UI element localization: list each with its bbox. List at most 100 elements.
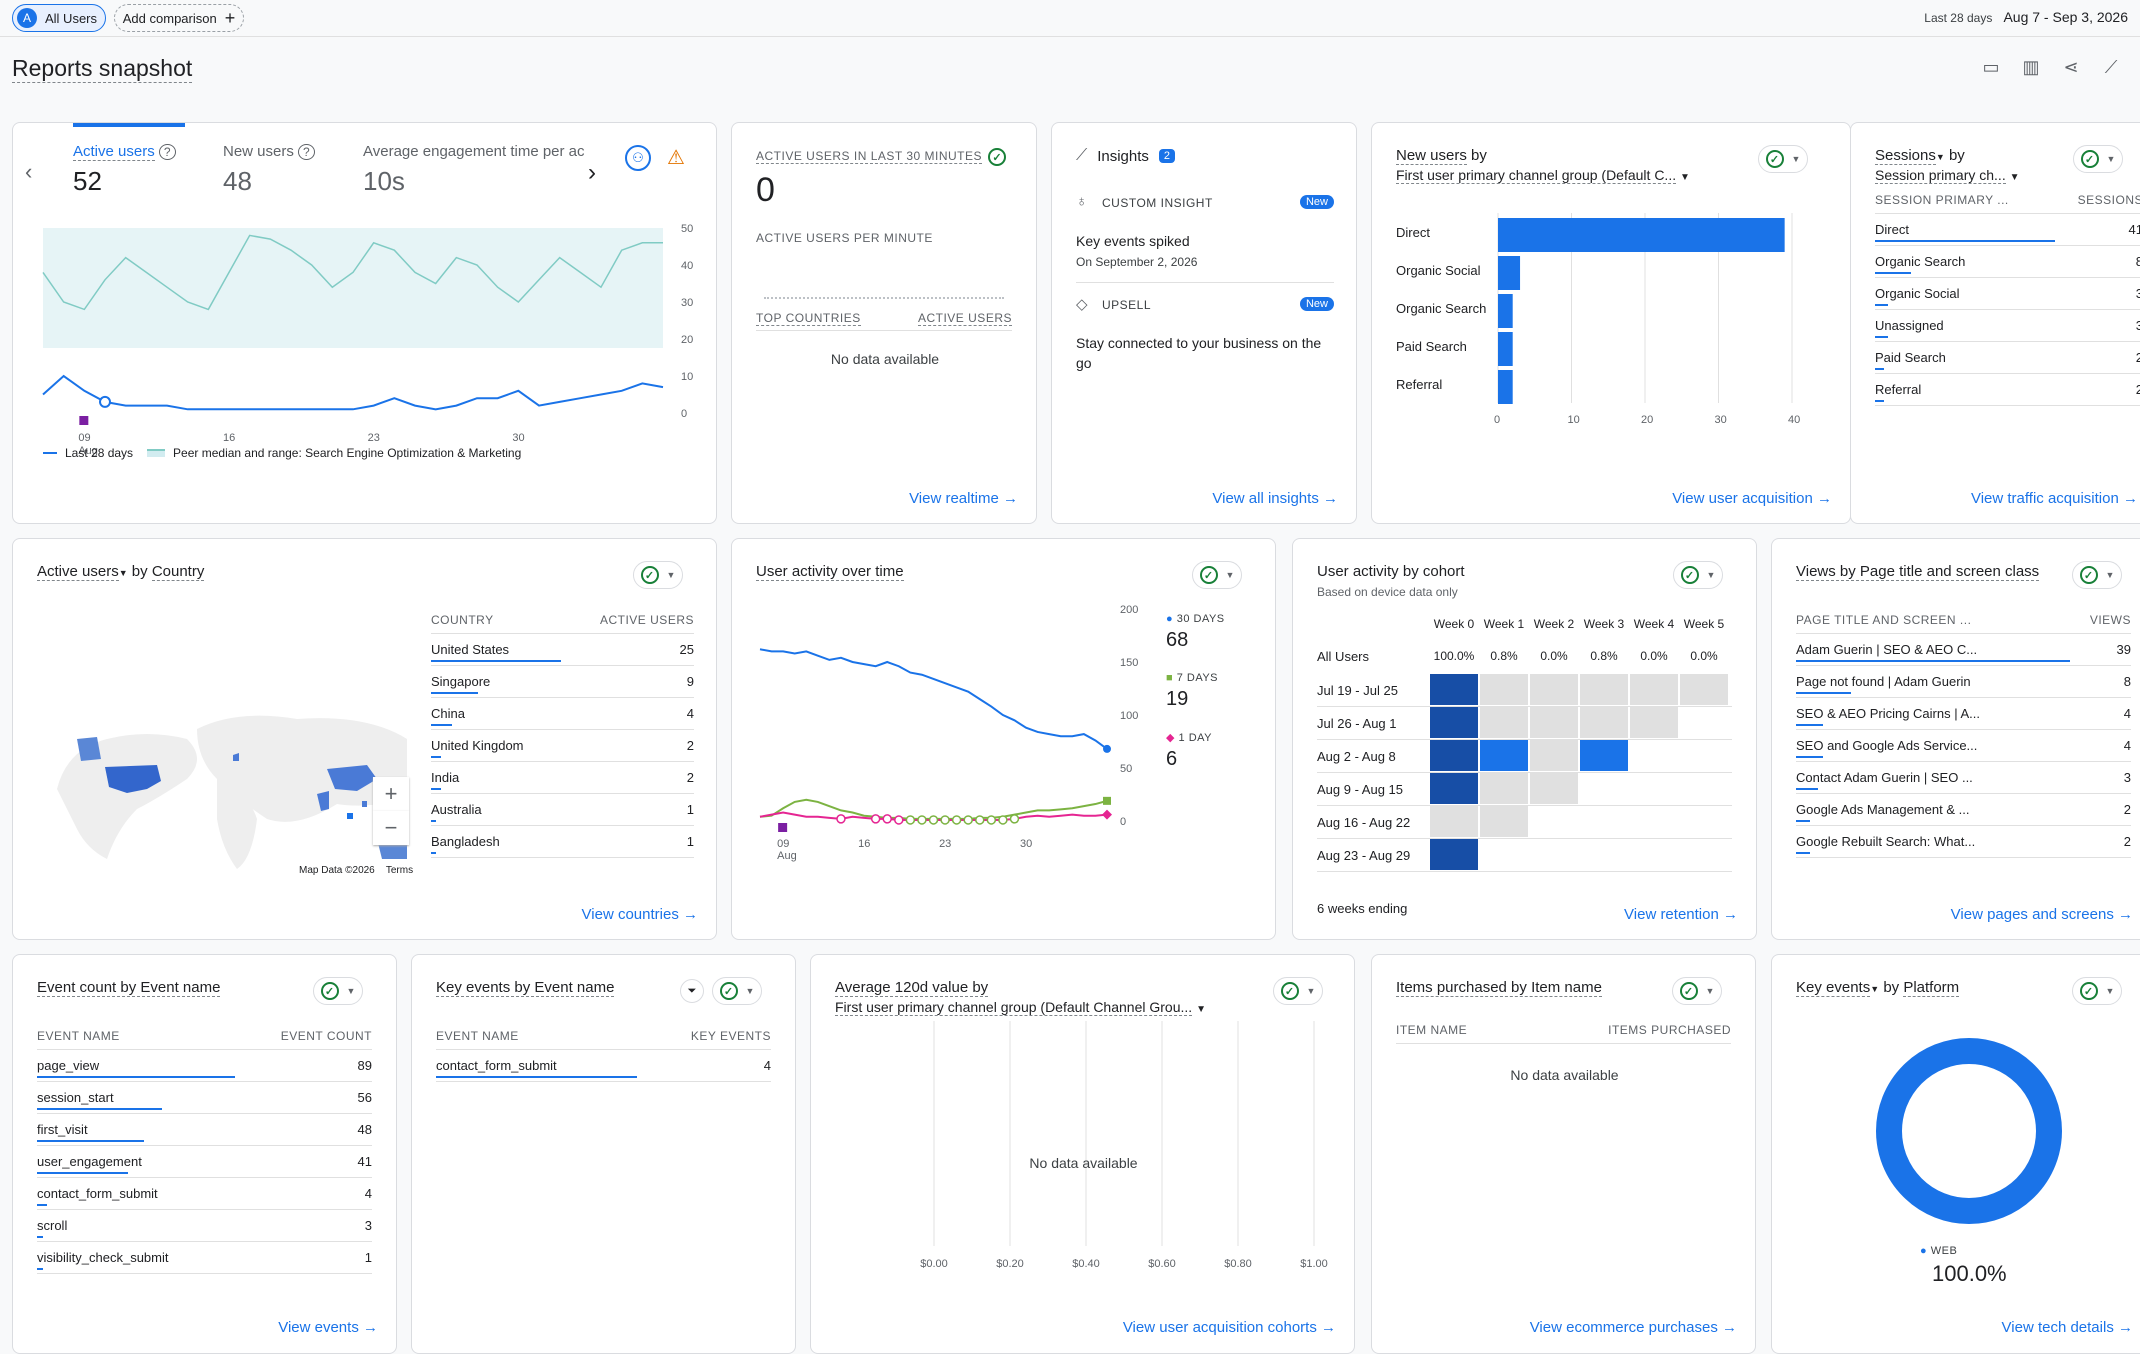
cohort-cell[interactable] xyxy=(1480,674,1528,705)
map-united-kingdom[interactable] xyxy=(233,753,239,761)
table-row[interactable]: Page not found | Adam Guerin 8 xyxy=(1796,665,2131,698)
chevron-right-icon[interactable]: › xyxy=(588,159,596,186)
view-retention-link[interactable]: View retention → xyxy=(1624,906,1738,923)
table-row[interactable]: Adam Guerin | SEO & AEO C... 39 xyxy=(1796,633,2131,666)
card-title[interactable]: User activity over time xyxy=(756,563,904,581)
date-range-picker[interactable]: Last 28 days Aug 7 - Sep 3, 2026 xyxy=(1924,9,2128,25)
view-traffic-acquisition-link[interactable]: View traffic acquisition → xyxy=(1971,490,2138,507)
map-bangladesh[interactable] xyxy=(362,801,367,807)
view-pages-link[interactable]: View pages and screens → xyxy=(1951,906,2133,923)
bar[interactable] xyxy=(1498,256,1521,290)
legend-item[interactable]: ◆ 1 DAY 6 xyxy=(1166,731,1225,771)
table-row[interactable]: Paid Search2 xyxy=(1875,341,2140,374)
cohort-cell[interactable] xyxy=(1480,806,1528,837)
cohort-cell[interactable] xyxy=(1430,806,1478,837)
table-row[interactable]: Australia 1 xyxy=(431,793,694,826)
card-menu-button[interactable]: ✓ ▼ xyxy=(1758,145,1808,173)
card-title[interactable]: Items purchased by Item name xyxy=(1396,979,1602,997)
view-tech-details-link[interactable]: View tech details → xyxy=(2002,1319,2133,1336)
title-metric[interactable]: New users xyxy=(1396,147,1467,165)
card-menu-button[interactable]: ✓ ▼ xyxy=(712,977,762,1005)
table-row[interactable]: contact_form_submit 4 xyxy=(436,1049,771,1082)
zoom-in-button[interactable]: + xyxy=(373,777,409,811)
map-united-states[interactable] xyxy=(105,765,161,793)
realtime-status-icon[interactable]: ✓ xyxy=(982,143,1012,171)
card-menu-button[interactable]: ✓ ▼ xyxy=(1192,561,1242,589)
cohort-cell[interactable] xyxy=(1430,839,1478,870)
map-terms-link[interactable]: Terms xyxy=(385,865,414,876)
annotation-marker[interactable] xyxy=(79,416,89,425)
bar[interactable] xyxy=(1498,218,1785,252)
card-menu-button[interactable]: ✓ ▼ xyxy=(633,561,683,589)
card-title[interactable]: Key events by Event name xyxy=(436,979,615,997)
title-metric[interactable]: Active users xyxy=(37,563,119,581)
table-row[interactable]: first_visit 48 xyxy=(37,1113,372,1146)
table-row[interactable]: Referral2 xyxy=(1875,373,2140,406)
title-dimension[interactable]: Platform xyxy=(1903,979,1960,997)
card-title[interactable]: Average 120d value by xyxy=(835,979,989,997)
table-row[interactable]: session_start 56 xyxy=(37,1081,372,1114)
cohort-cell[interactable] xyxy=(1630,674,1678,705)
map-china[interactable] xyxy=(327,765,377,791)
cohort-cell[interactable] xyxy=(1530,740,1578,771)
cohort-cell[interactable] xyxy=(1530,773,1578,804)
table-row[interactable]: Organic Social3 xyxy=(1875,277,2140,310)
table-row[interactable]: visibility_check_submit 1 xyxy=(37,1241,372,1274)
view-acquisition-cohorts-link[interactable]: View user acquisition cohorts → xyxy=(1123,1319,1336,1336)
dimension-selector[interactable]: First user primary channel group (Defaul… xyxy=(835,999,1193,1016)
view-countries-link[interactable]: View countries → xyxy=(582,906,698,923)
table-row[interactable]: China 4 xyxy=(431,697,694,730)
card-menu-button[interactable]: ✓ ▼ xyxy=(1672,977,1722,1005)
insights-icon[interactable]: ⟋ xyxy=(2104,56,2118,77)
cohort-cell[interactable] xyxy=(1580,674,1628,705)
cohort-cell[interactable] xyxy=(1580,707,1628,738)
insight-item[interactable]: ◇ UPSELL New Stay connected to your busi… xyxy=(1076,295,1334,385)
customize-report-icon[interactable]: ▭ xyxy=(1982,56,2000,77)
card-title[interactable]: Event count by Event name xyxy=(37,979,221,997)
table-row[interactable]: contact_form_submit 4 xyxy=(37,1177,372,1210)
filter-icon[interactable]: ⏷ xyxy=(680,979,704,1003)
cohort-cell[interactable] xyxy=(1480,740,1528,771)
title-dimension[interactable]: Country xyxy=(151,563,205,581)
cohort-cell[interactable] xyxy=(1430,674,1478,705)
metric-new-users[interactable]: New users ? 48 xyxy=(223,143,315,197)
card-menu-button[interactable]: ✓ ▼ xyxy=(2072,561,2122,589)
warning-icon[interactable]: ⚠ xyxy=(667,147,685,169)
bar[interactable] xyxy=(1498,294,1513,328)
title-metric[interactable]: Key events xyxy=(1796,979,1871,997)
legend-item[interactable]: ● 30 DAYS 68 xyxy=(1166,613,1225,652)
card-menu-button[interactable]: ✓ ▼ xyxy=(1273,977,1323,1005)
donut-slice-web[interactable] xyxy=(1876,1038,2062,1224)
legend-item[interactable]: ■ 7 DAYS 19 xyxy=(1166,672,1225,711)
table-row[interactable]: SEO & AEO Pricing Cairns | A... 4 xyxy=(1796,697,2131,730)
card-menu-button[interactable]: ✓ ▼ xyxy=(1673,561,1723,589)
annotation-marker[interactable] xyxy=(778,823,788,832)
title-metric[interactable]: Sessions xyxy=(1875,147,1936,165)
zoom-out-button[interactable]: − xyxy=(373,811,409,845)
cohort-cell[interactable] xyxy=(1580,740,1628,771)
table-row[interactable]: United States 25 xyxy=(431,633,694,666)
add-comparison-button[interactable]: Add comparison + xyxy=(114,4,244,32)
table-row[interactable]: scroll 3 xyxy=(37,1209,372,1242)
card-menu-button[interactable]: ✓ ▼ xyxy=(2072,977,2122,1005)
table-row[interactable]: Organic Search8 xyxy=(1875,245,2140,278)
cohort-cell[interactable] xyxy=(1430,707,1478,738)
table-row[interactable]: Contact Adam Guerin | SEO ... 3 xyxy=(1796,761,2131,794)
map-india[interactable] xyxy=(317,791,329,811)
view-purchases-link[interactable]: View ecommerce purchases → xyxy=(1530,1319,1737,1336)
table-row[interactable]: Bangladesh 1 xyxy=(431,825,694,858)
table-row[interactable]: United Kingdom 2 xyxy=(431,729,694,762)
table-row[interactable]: India 2 xyxy=(431,761,694,794)
table-row[interactable]: Direct41 xyxy=(1875,213,2140,246)
cohort-cell[interactable] xyxy=(1480,773,1528,804)
cohort-cell[interactable] xyxy=(1630,707,1678,738)
card-menu-button[interactable]: ✓ ▼ xyxy=(2073,145,2123,173)
cohort-cell[interactable] xyxy=(1530,707,1578,738)
all-users-chip[interactable]: A All Users xyxy=(12,4,106,32)
insight-item[interactable]: ♁ CUSTOM INSIGHT New Key events spiked O… xyxy=(1076,193,1334,283)
cohort-cell[interactable] xyxy=(1680,674,1728,705)
compare-icon[interactable]: ▥ xyxy=(2022,56,2040,77)
table-row[interactable]: Unassigned3 xyxy=(1875,309,2140,342)
benchmark-icon[interactable]: ⚇ xyxy=(625,145,651,171)
table-row[interactable]: user_engagement 41 xyxy=(37,1145,372,1178)
